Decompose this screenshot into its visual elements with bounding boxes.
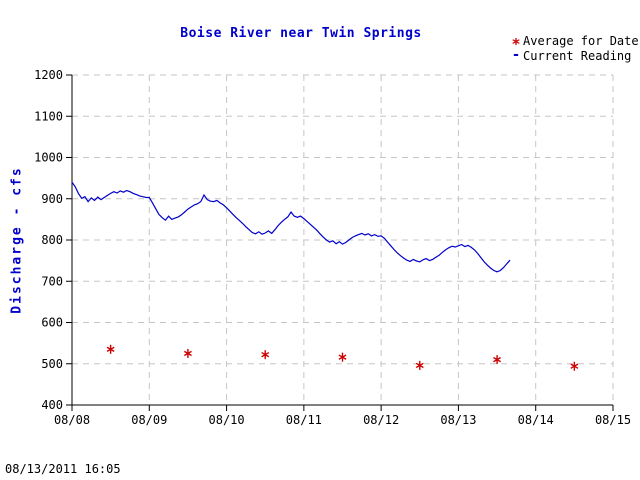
average-asterisk-marker — [570, 363, 579, 369]
average-asterisk-marker — [261, 351, 270, 358]
dash-icon: - — [511, 47, 521, 63]
x-tick-label: 08/14 — [518, 413, 554, 427]
average-asterisk-marker — [183, 350, 192, 357]
legend-item-average: * Average for Date — [509, 34, 639, 53]
x-tick-label: 08/08 — [54, 413, 90, 427]
average-asterisk-marker — [415, 362, 424, 369]
x-tick-label: 08/12 — [363, 413, 399, 427]
asterisk-icon: * — [511, 35, 521, 53]
legend-label-current: Current Reading — [523, 49, 632, 63]
y-tick-label: 700 — [41, 274, 63, 288]
x-tick-label: 08/09 — [131, 413, 167, 427]
average-asterisk-marker — [338, 354, 347, 360]
y-tick-label: 900 — [41, 192, 63, 206]
y-tick-label: 600 — [41, 316, 63, 330]
x-tick-label: 08/11 — [286, 413, 322, 427]
y-tick-label: 1200 — [34, 68, 63, 82]
y-tick-label: 800 — [41, 233, 63, 247]
y-tick-label: 1000 — [34, 151, 63, 165]
legend-label-average: Average for Date — [523, 34, 639, 48]
chart-title: Boise River near Twin Springs — [180, 26, 422, 41]
x-tick-label: 08/15 — [595, 413, 631, 427]
legend: * Average for Date - Current Reading — [509, 34, 639, 64]
average-asterisk-marker — [493, 356, 502, 363]
x-tick-label: 08/10 — [209, 413, 245, 427]
x-tick-label: 08/13 — [440, 413, 476, 427]
legend-item-current: - Current Reading — [509, 47, 639, 64]
y-tick-label: 500 — [41, 357, 63, 371]
generated-timestamp: 08/13/2011 16:05 — [5, 462, 121, 476]
y-tick-label: 1100 — [34, 109, 63, 123]
current-reading-line — [71, 181, 511, 273]
y-tick-label: 400 — [41, 398, 63, 412]
average-asterisk-marker — [106, 346, 115, 353]
